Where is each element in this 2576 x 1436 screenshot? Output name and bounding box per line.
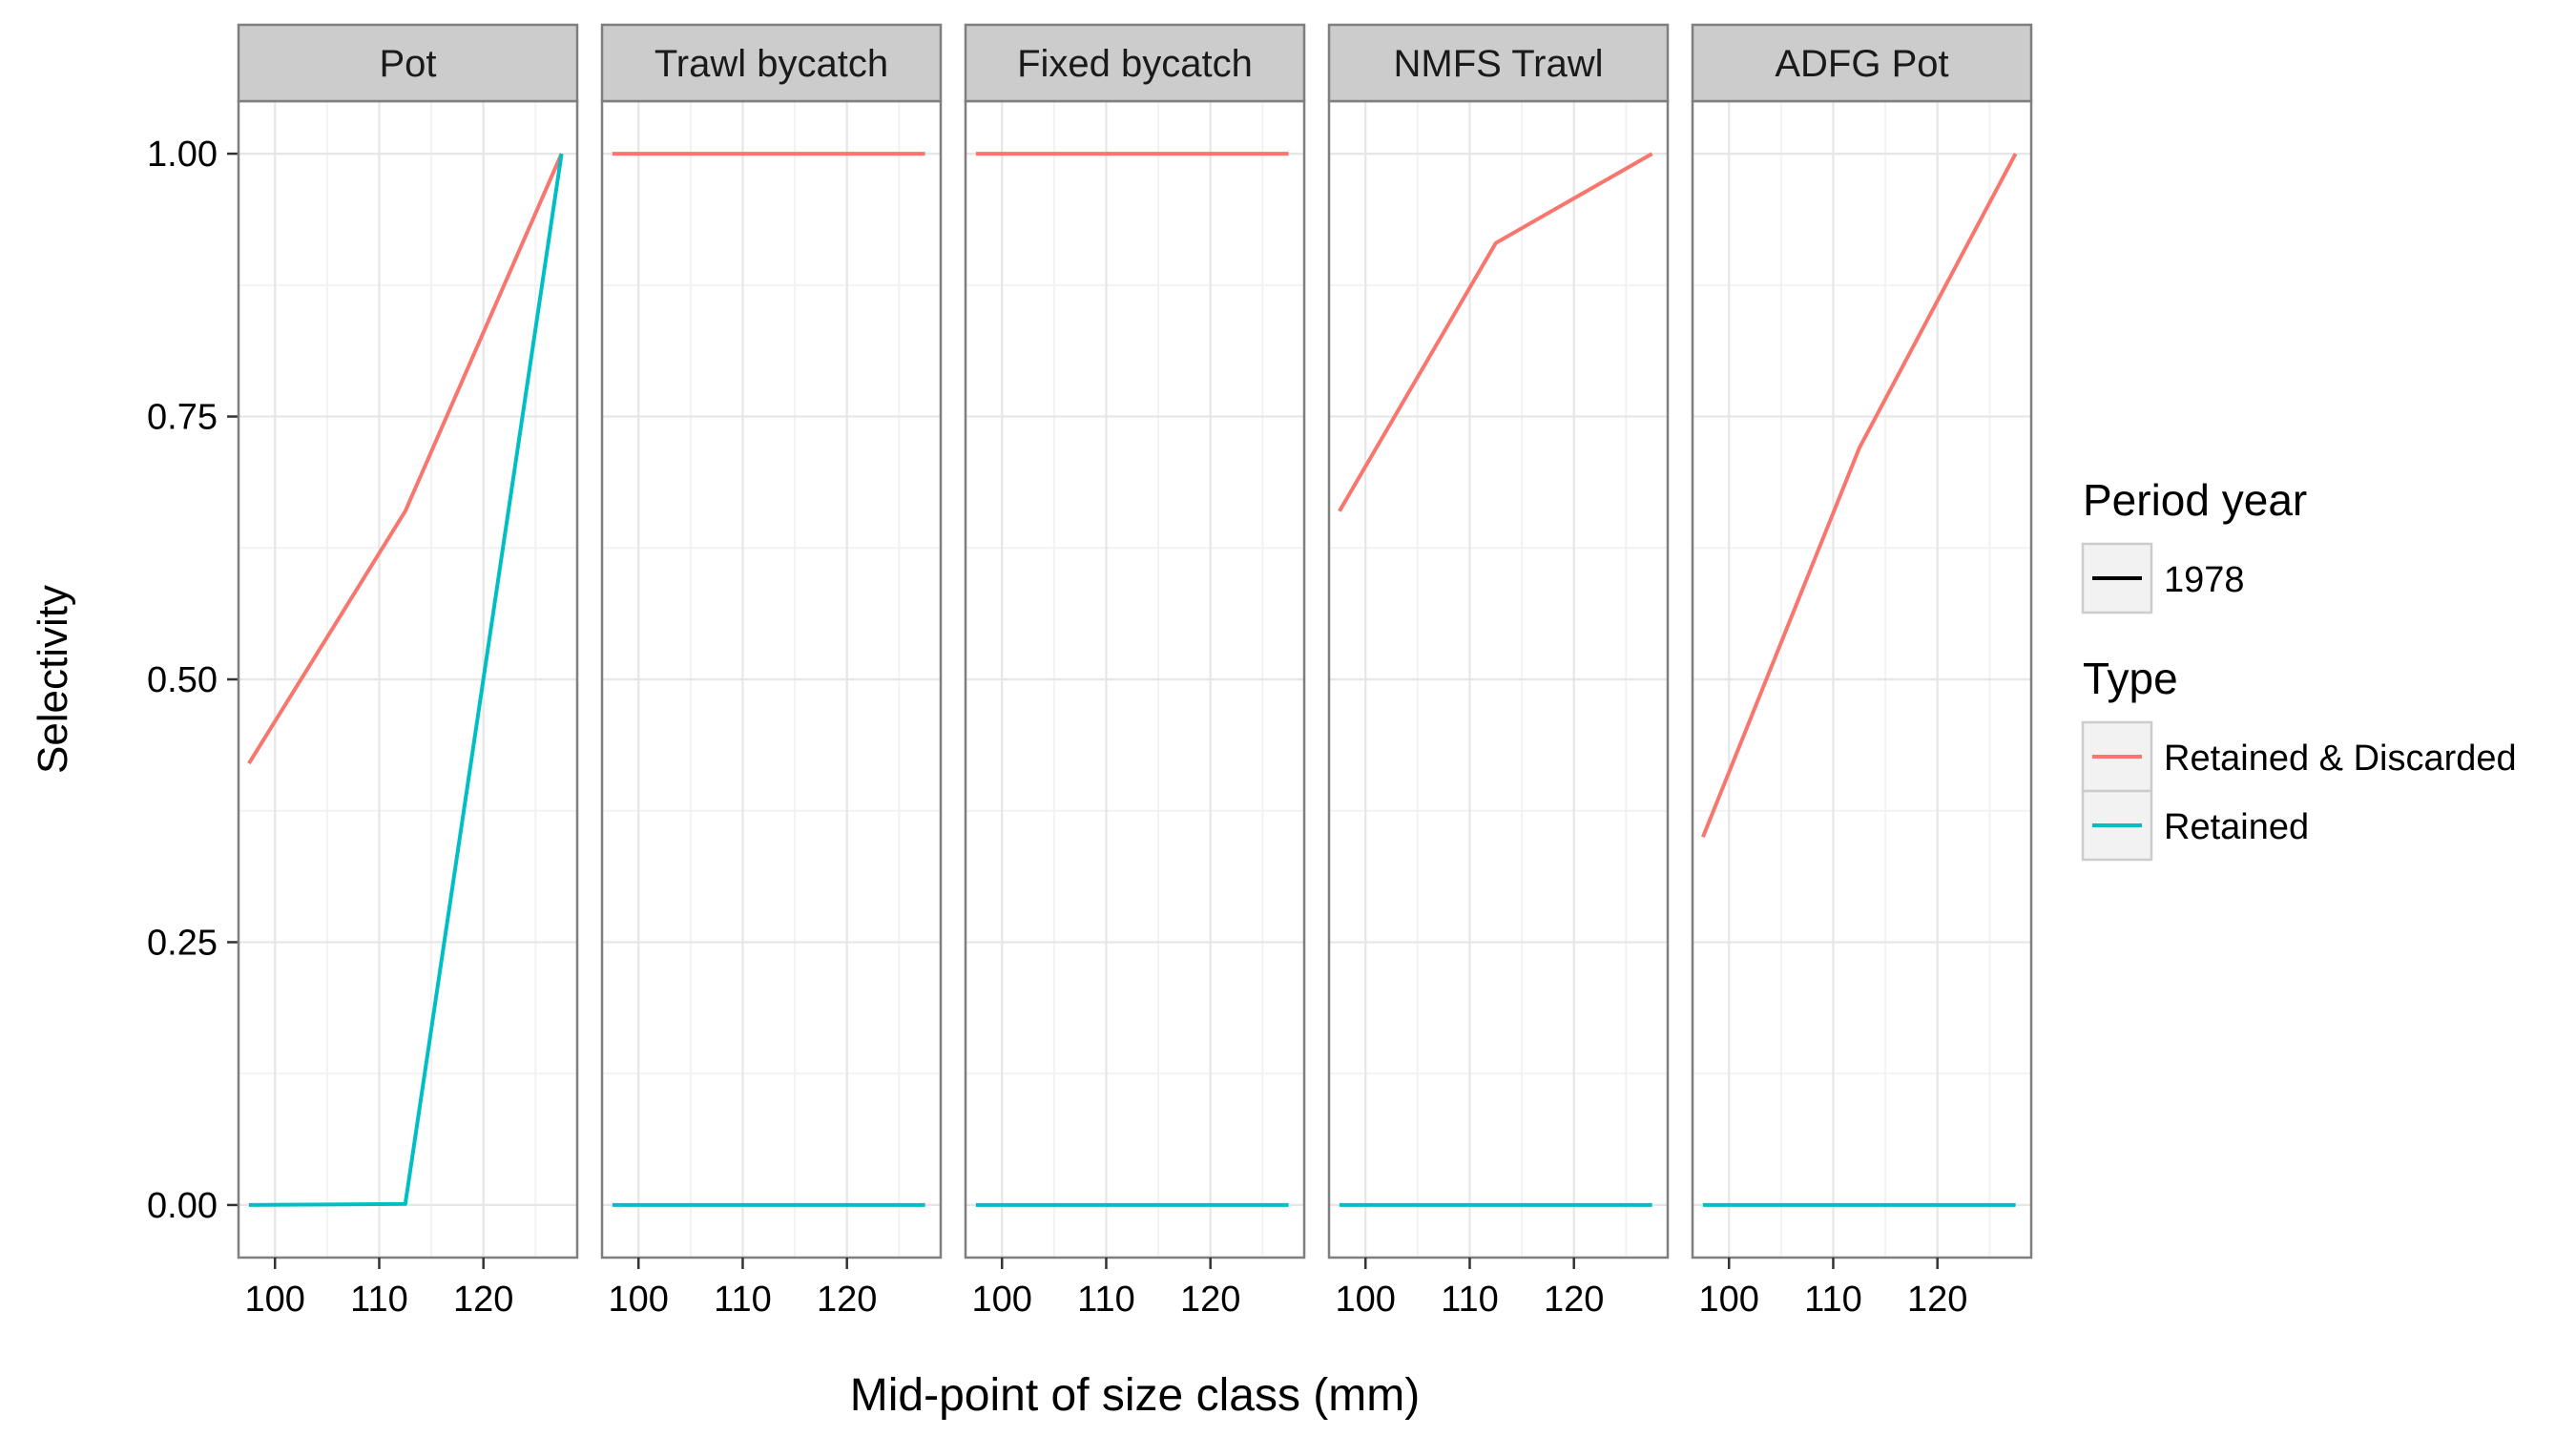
- legend-entry-label: 1978: [2164, 560, 2245, 600]
- x-tick-label: 120: [1544, 1280, 1604, 1320]
- series-line-retained-and-discarded: [247, 153, 564, 765]
- legend-entry-label: Retained: [2164, 807, 2309, 847]
- facet-strip: [600, 23, 943, 103]
- x-tick-label: 100: [1699, 1280, 1759, 1320]
- series-line-retained: [248, 153, 564, 1207]
- legend-entry-label: Retained & Discarded: [2164, 739, 2517, 779]
- x-tick-label: 110: [1077, 1280, 1135, 1320]
- x-tick-label: 100: [245, 1280, 305, 1320]
- legend-title: Period year: [2083, 475, 2307, 525]
- y-tick-label: 1.00: [147, 135, 218, 175]
- x-tick-label: 110: [714, 1280, 772, 1320]
- x-axis-label: Mid-point of size class (mm): [850, 1370, 1420, 1421]
- facet-label: Pot: [379, 43, 436, 85]
- x-tick-label: 110: [1441, 1280, 1499, 1320]
- facet-strip: [1691, 23, 2033, 103]
- y-tick-label: 0.00: [147, 1186, 218, 1226]
- y-tick-label: 0.75: [147, 398, 218, 438]
- facet-label: NMFS Trawl: [1394, 43, 1604, 85]
- facet-label: Trawl bycatch: [654, 43, 888, 85]
- facet-strip: [237, 23, 579, 103]
- x-tick-label: 110: [1804, 1280, 1862, 1320]
- series-line-retained-and-discarded: [1338, 152, 1653, 512]
- x-tick-label: 100: [972, 1280, 1032, 1320]
- x-tick-label: 100: [1336, 1280, 1396, 1320]
- x-tick-label: 120: [1907, 1280, 1967, 1320]
- y-axis-label: Selectivity: [30, 585, 76, 774]
- facet-label: ADFG Pot: [1775, 43, 1948, 85]
- facet-label: Fixed bycatch: [1017, 43, 1253, 85]
- x-tick-label: 120: [817, 1280, 877, 1320]
- x-tick-label: 100: [609, 1280, 669, 1320]
- facet-strip: [1327, 23, 1670, 103]
- facet-strip: [964, 23, 1306, 103]
- x-tick-label: 110: [350, 1280, 408, 1320]
- series-line-retained-and-discarded: [1701, 153, 2018, 839]
- y-tick-label: 0.25: [147, 923, 218, 963]
- y-tick-label: 0.50: [147, 660, 218, 700]
- x-tick-label: 120: [453, 1280, 513, 1320]
- x-tick-label: 120: [1180, 1280, 1240, 1320]
- legend-title: Type: [2083, 654, 2178, 703]
